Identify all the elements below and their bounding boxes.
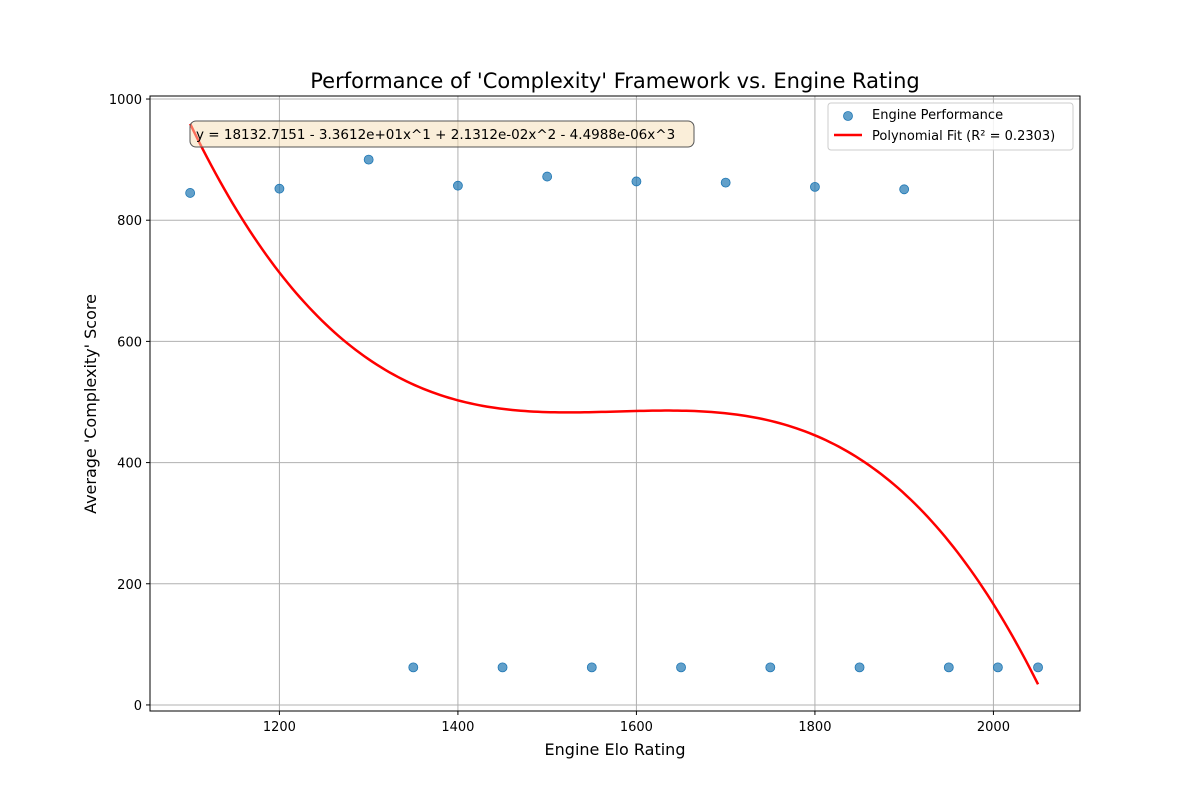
data-point [497,662,508,673]
data-point [899,184,910,195]
annotation-text: y = 18132.7151 - 3.3612e+01x^1 + 2.1312e… [196,127,675,143]
data-point [542,171,553,182]
data-point [854,662,865,673]
x-tick-label: 2000 [977,720,1010,735]
x-axis-title: Engine Elo Rating [545,740,686,759]
data-point [408,662,419,673]
x-axis-ticks: 1200 1400 1600 1800 2000 [263,711,1010,735]
data-point [185,188,196,198]
y-tick-label: 600 [117,335,142,350]
data-point [992,662,1003,673]
fit-line-group [189,123,1040,685]
data-point [586,662,597,673]
y-axis-title: Average 'Complexity' Score [81,294,100,514]
y-tick-label: 800 [117,214,142,229]
gridlines [150,96,1080,711]
legend: Engine Performance Polynomial Fit (R² = … [827,102,1074,151]
x-tick-label: 1400 [441,720,474,735]
legend-marker-engine-performance [843,111,853,121]
fit-equation-annotation: y = 18132.7151 - 3.3612e+01x^1 + 2.1312e… [189,120,695,148]
data-point [1033,662,1043,673]
plot-area-border [149,95,1081,712]
data-point [765,662,776,673]
y-tick-label: 400 [117,457,142,472]
x-tick-label: 1800 [798,720,831,735]
data-point [943,662,954,673]
data-point [363,154,374,165]
data-point [720,177,731,188]
legend-label-polynomial-fit: Polynomial Fit (R² = 0.2303) [872,129,1055,144]
y-tick-label: 0 [134,699,142,714]
legend-box [827,102,1074,151]
data-point [453,180,463,191]
annotation-box [189,120,695,148]
legend-label-engine-performance: Engine Performance [872,108,1003,123]
data-point [631,176,642,187]
polynomial-fit-line [189,123,1040,685]
chart-title: Performance of 'Complexity' Framework vs… [310,69,920,93]
y-tick-label: 1000 [109,93,142,108]
data-point [810,181,820,192]
y-tick-label: 200 [117,578,142,593]
data-point [274,183,285,194]
scatter-points [185,154,1043,673]
x-tick-label: 1600 [620,720,653,735]
y-axis-ticks: 0 200 400 600 800 1000 [109,93,150,714]
x-tick-label: 1200 [263,720,296,735]
data-point [676,662,686,673]
